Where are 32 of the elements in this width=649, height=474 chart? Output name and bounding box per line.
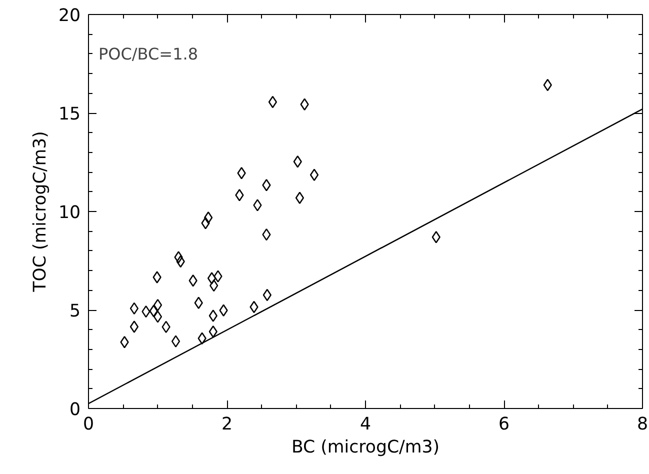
x-axis-title: BC (microgC/m3): [291, 438, 440, 458]
point: [253, 199, 262, 212]
point: [310, 168, 319, 182]
point: [152, 271, 162, 284]
point: [235, 189, 244, 202]
x-tick-label: 6: [498, 414, 510, 434]
point: [268, 96, 278, 108]
point: [130, 302, 139, 315]
y-axis-title: TOC (microgC/m3): [30, 131, 50, 293]
point: [295, 192, 304, 204]
y-tick-label: 5: [69, 302, 81, 322]
point: [208, 326, 218, 338]
point: [293, 156, 302, 168]
y-tick-label: 15: [58, 104, 81, 124]
y-tick-label: 10: [58, 203, 81, 223]
point: [214, 270, 222, 282]
point: [153, 298, 162, 312]
x-tick-label: 2: [221, 414, 233, 434]
point: [174, 251, 183, 264]
point: [300, 98, 309, 110]
y-tick-label: 0: [69, 400, 81, 420]
annotation: POC/BC=1.8: [98, 44, 198, 64]
point: [208, 310, 218, 322]
point: [207, 272, 216, 284]
y-tick-label: 20: [58, 6, 81, 26]
point: [204, 211, 213, 224]
point: [171, 335, 180, 348]
x-tick-label: 0: [82, 414, 94, 434]
point: [153, 310, 162, 323]
x-tick-label: 8: [636, 414, 648, 434]
point: [130, 320, 139, 333]
x-tick-label: 4: [360, 414, 372, 434]
